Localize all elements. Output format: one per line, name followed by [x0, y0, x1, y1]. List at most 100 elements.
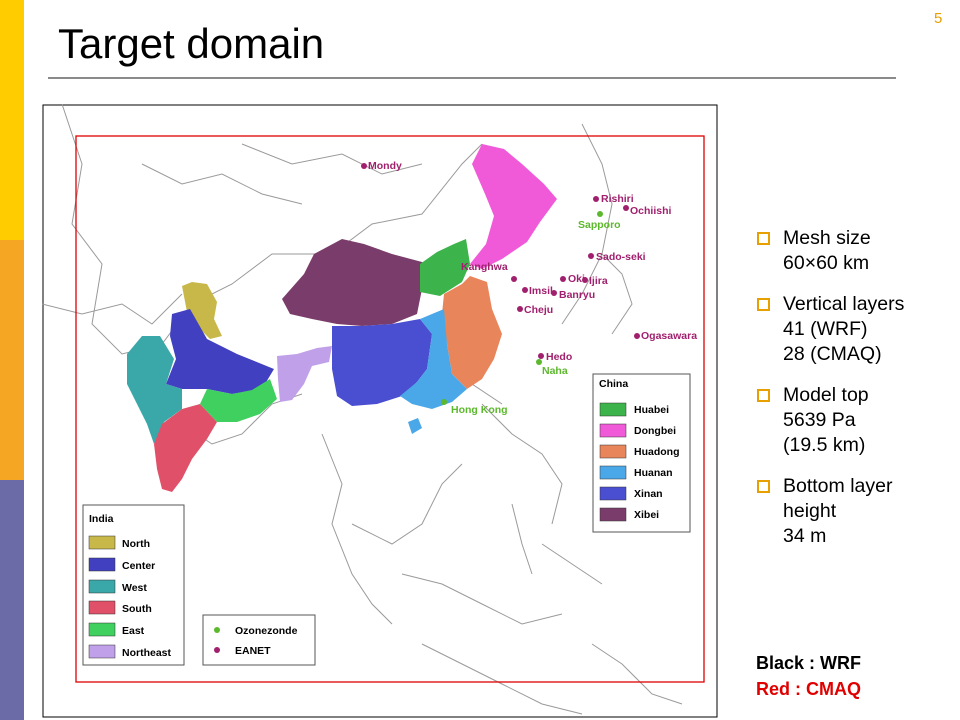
bullet-line: Bottom layer: [783, 475, 893, 497]
bullet-line: 34 m: [783, 525, 827, 547]
eanet-stations: [361, 163, 640, 359]
station-rishiri-marker: [593, 196, 599, 202]
accent-bar-yellow: [0, 0, 24, 240]
square-bullet-icon: [757, 298, 770, 311]
legend-india-label-south: South: [122, 603, 152, 615]
legend-china-swatch-dongbei: [599, 423, 627, 438]
region-hainan: [408, 418, 422, 434]
bullet-line: Model top: [783, 384, 869, 406]
legend-india-swatch-west: [88, 579, 116, 594]
bullet-line: 28 (CMAQ): [783, 343, 882, 365]
legend-china-label-huadong: Huadong: [634, 446, 680, 458]
station-ijira-marker: [582, 277, 588, 283]
accent-sidebar: [0, 0, 24, 720]
legend-india-label-north: North: [122, 538, 150, 550]
legend-station-types: Ozonezonde EANET: [202, 614, 316, 666]
station-label-hedo: Hedo: [546, 351, 572, 363]
station-label-banryu: Banryu: [559, 289, 595, 301]
station-banryu-marker: [551, 290, 557, 296]
note-cmaq: Red : CMAQ: [756, 679, 861, 699]
region-dongbei: [470, 144, 557, 269]
station-kanghwa-marker: [511, 276, 517, 282]
station-label-mondy: Mondy: [368, 160, 402, 172]
domain-color-note: Black : WRF Red : CMAQ: [756, 650, 861, 702]
accent-bar-purple: [0, 480, 24, 720]
legend-china-swatch-huadong: [599, 444, 627, 459]
cmaq-domain-box: [75, 135, 705, 683]
legend-ozonezonde-label: Ozonezonde: [235, 625, 298, 637]
region-west: [127, 336, 182, 444]
station-imsil-marker: [522, 287, 528, 293]
page-number: 5: [934, 10, 943, 27]
bullet-vertical-layers: Vertical layers 41 (WRF) 28 (CMAQ): [756, 292, 956, 367]
slide-title: Target domain: [58, 20, 325, 67]
legend-china-label-huanan: Huanan: [634, 467, 673, 479]
station-ogasawara-marker: [634, 333, 640, 339]
station-mondy-marker: [361, 163, 367, 169]
bullet-line: (19.5 km): [783, 434, 866, 456]
legend-india-swatch-east: [88, 622, 116, 637]
legend-china-swatch-huanan: [599, 465, 627, 480]
legend-china: China Huabei Dongbei Huadong Huanan Xina…: [592, 373, 691, 533]
region-huadong: [442, 276, 502, 389]
legend-india-label-east: East: [122, 625, 145, 637]
region-center: [166, 309, 274, 394]
square-bullet-icon: [757, 232, 770, 245]
bullet-list: Mesh size 60×60 km Vertical layers 41 (W…: [756, 226, 956, 565]
legend-china-title: China: [599, 378, 628, 390]
region-east: [200, 379, 277, 422]
region-south: [154, 404, 217, 492]
square-bullet-icon: [757, 389, 770, 402]
region-northeast: [277, 346, 332, 402]
legend-china-swatch-xinan: [599, 486, 627, 501]
ozonesonde-stations: [441, 211, 603, 405]
region-xinan: [332, 319, 432, 406]
station-label-oki: Oki: [568, 273, 585, 285]
region-huanan: [400, 309, 467, 409]
legend-china-label-huabei: Huabei: [634, 404, 669, 416]
bullet-line: 41 (WRF): [783, 318, 868, 340]
bullet-line: 5639 Pa: [783, 409, 856, 431]
station-label-ochiishi: Ochiishi: [630, 205, 672, 217]
legend-eanet-marker: [214, 647, 220, 653]
station-naha-marker: [536, 359, 542, 365]
domain-map: Mondy Rishiri Ochiishi Sado-seki Kanghwa…: [42, 104, 718, 718]
legend-china-label-dongbei: Dongbei: [634, 425, 676, 437]
legend-india-label-center: Center: [122, 560, 155, 572]
accent-bar-orange: [0, 240, 24, 480]
legend-india-swatch-north: [88, 535, 116, 550]
station-label-rishiri: Rishiri: [601, 193, 634, 205]
legend-india-swatch-south: [88, 600, 116, 615]
station-oki-marker: [560, 276, 566, 282]
legend-eanet-label: EANET: [235, 645, 271, 657]
coastline-lines: [42, 104, 683, 715]
legend-china-swatch-huabei: [599, 402, 627, 417]
legend-ozonezonde-marker: [214, 627, 220, 633]
station-label-naha: Naha: [542, 365, 568, 377]
station-label-ijira: Ijira: [589, 275, 608, 287]
legend-china-label-xibei: Xibei: [634, 509, 659, 521]
station-label-kanghwa: Kanghwa: [461, 261, 508, 273]
title-divider: [48, 77, 896, 79]
station-hedo-marker: [538, 353, 544, 359]
legend-india-swatch-center: [88, 557, 116, 572]
station-label-sapporo: Sapporo: [578, 219, 621, 231]
legend-india-swatch-northeast: [88, 644, 116, 659]
bullet-line: 60×60 km: [783, 252, 870, 274]
station-label-ogasawara: Ogasawara: [641, 330, 697, 342]
station-ochiishi-marker: [623, 205, 629, 211]
legend-india-label-northeast: Northeast: [122, 647, 172, 659]
legend-india: India North Center West South East North…: [82, 504, 185, 666]
station-hong-kong-marker: [441, 399, 447, 405]
bullet-model-top: Model top 5639 Pa (19.5 km): [756, 383, 956, 458]
bullet-line: Mesh size: [783, 227, 871, 249]
legend-china-swatch-xibei: [599, 507, 627, 522]
bullet-mesh-size: Mesh size 60×60 km: [756, 226, 956, 276]
station-label-imsil: Imsil: [529, 285, 553, 297]
bullet-line: Vertical layers: [783, 293, 905, 315]
region-huabei: [420, 239, 470, 296]
station-sapporo-marker: [597, 211, 603, 217]
station-label-cheju: Cheju: [524, 304, 553, 316]
legend-india-label-west: West: [122, 582, 147, 594]
bullet-line: height: [783, 500, 837, 522]
